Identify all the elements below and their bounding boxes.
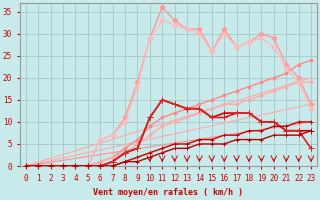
X-axis label: Vent moyen/en rafales ( km/h ): Vent moyen/en rafales ( km/h ) xyxy=(93,188,244,197)
